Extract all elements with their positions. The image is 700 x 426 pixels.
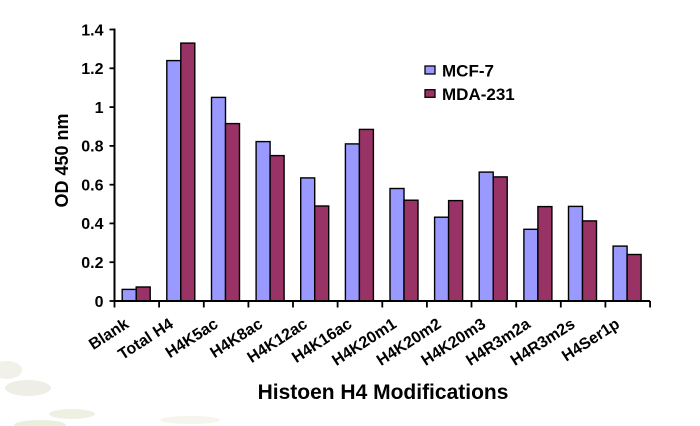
svg-text:0.8: 0.8 (81, 139, 103, 156)
svg-text:OD 450 nm: OD 450 nm (52, 113, 72, 207)
svg-text:Histoen H4 Modifications: Histoen H4 Modifications (258, 381, 509, 404)
svg-text:0.4: 0.4 (81, 216, 103, 233)
svg-text:0.6: 0.6 (81, 178, 103, 195)
svg-text:MDA-231: MDA-231 (442, 85, 515, 104)
svg-text:0: 0 (95, 294, 104, 311)
svg-text:1: 1 (95, 100, 104, 117)
svg-text:0.2: 0.2 (81, 255, 103, 272)
svg-text:MCF-7: MCF-7 (442, 62, 494, 81)
svg-text:1.4: 1.4 (81, 22, 103, 39)
svg-text:1.2: 1.2 (81, 61, 103, 78)
